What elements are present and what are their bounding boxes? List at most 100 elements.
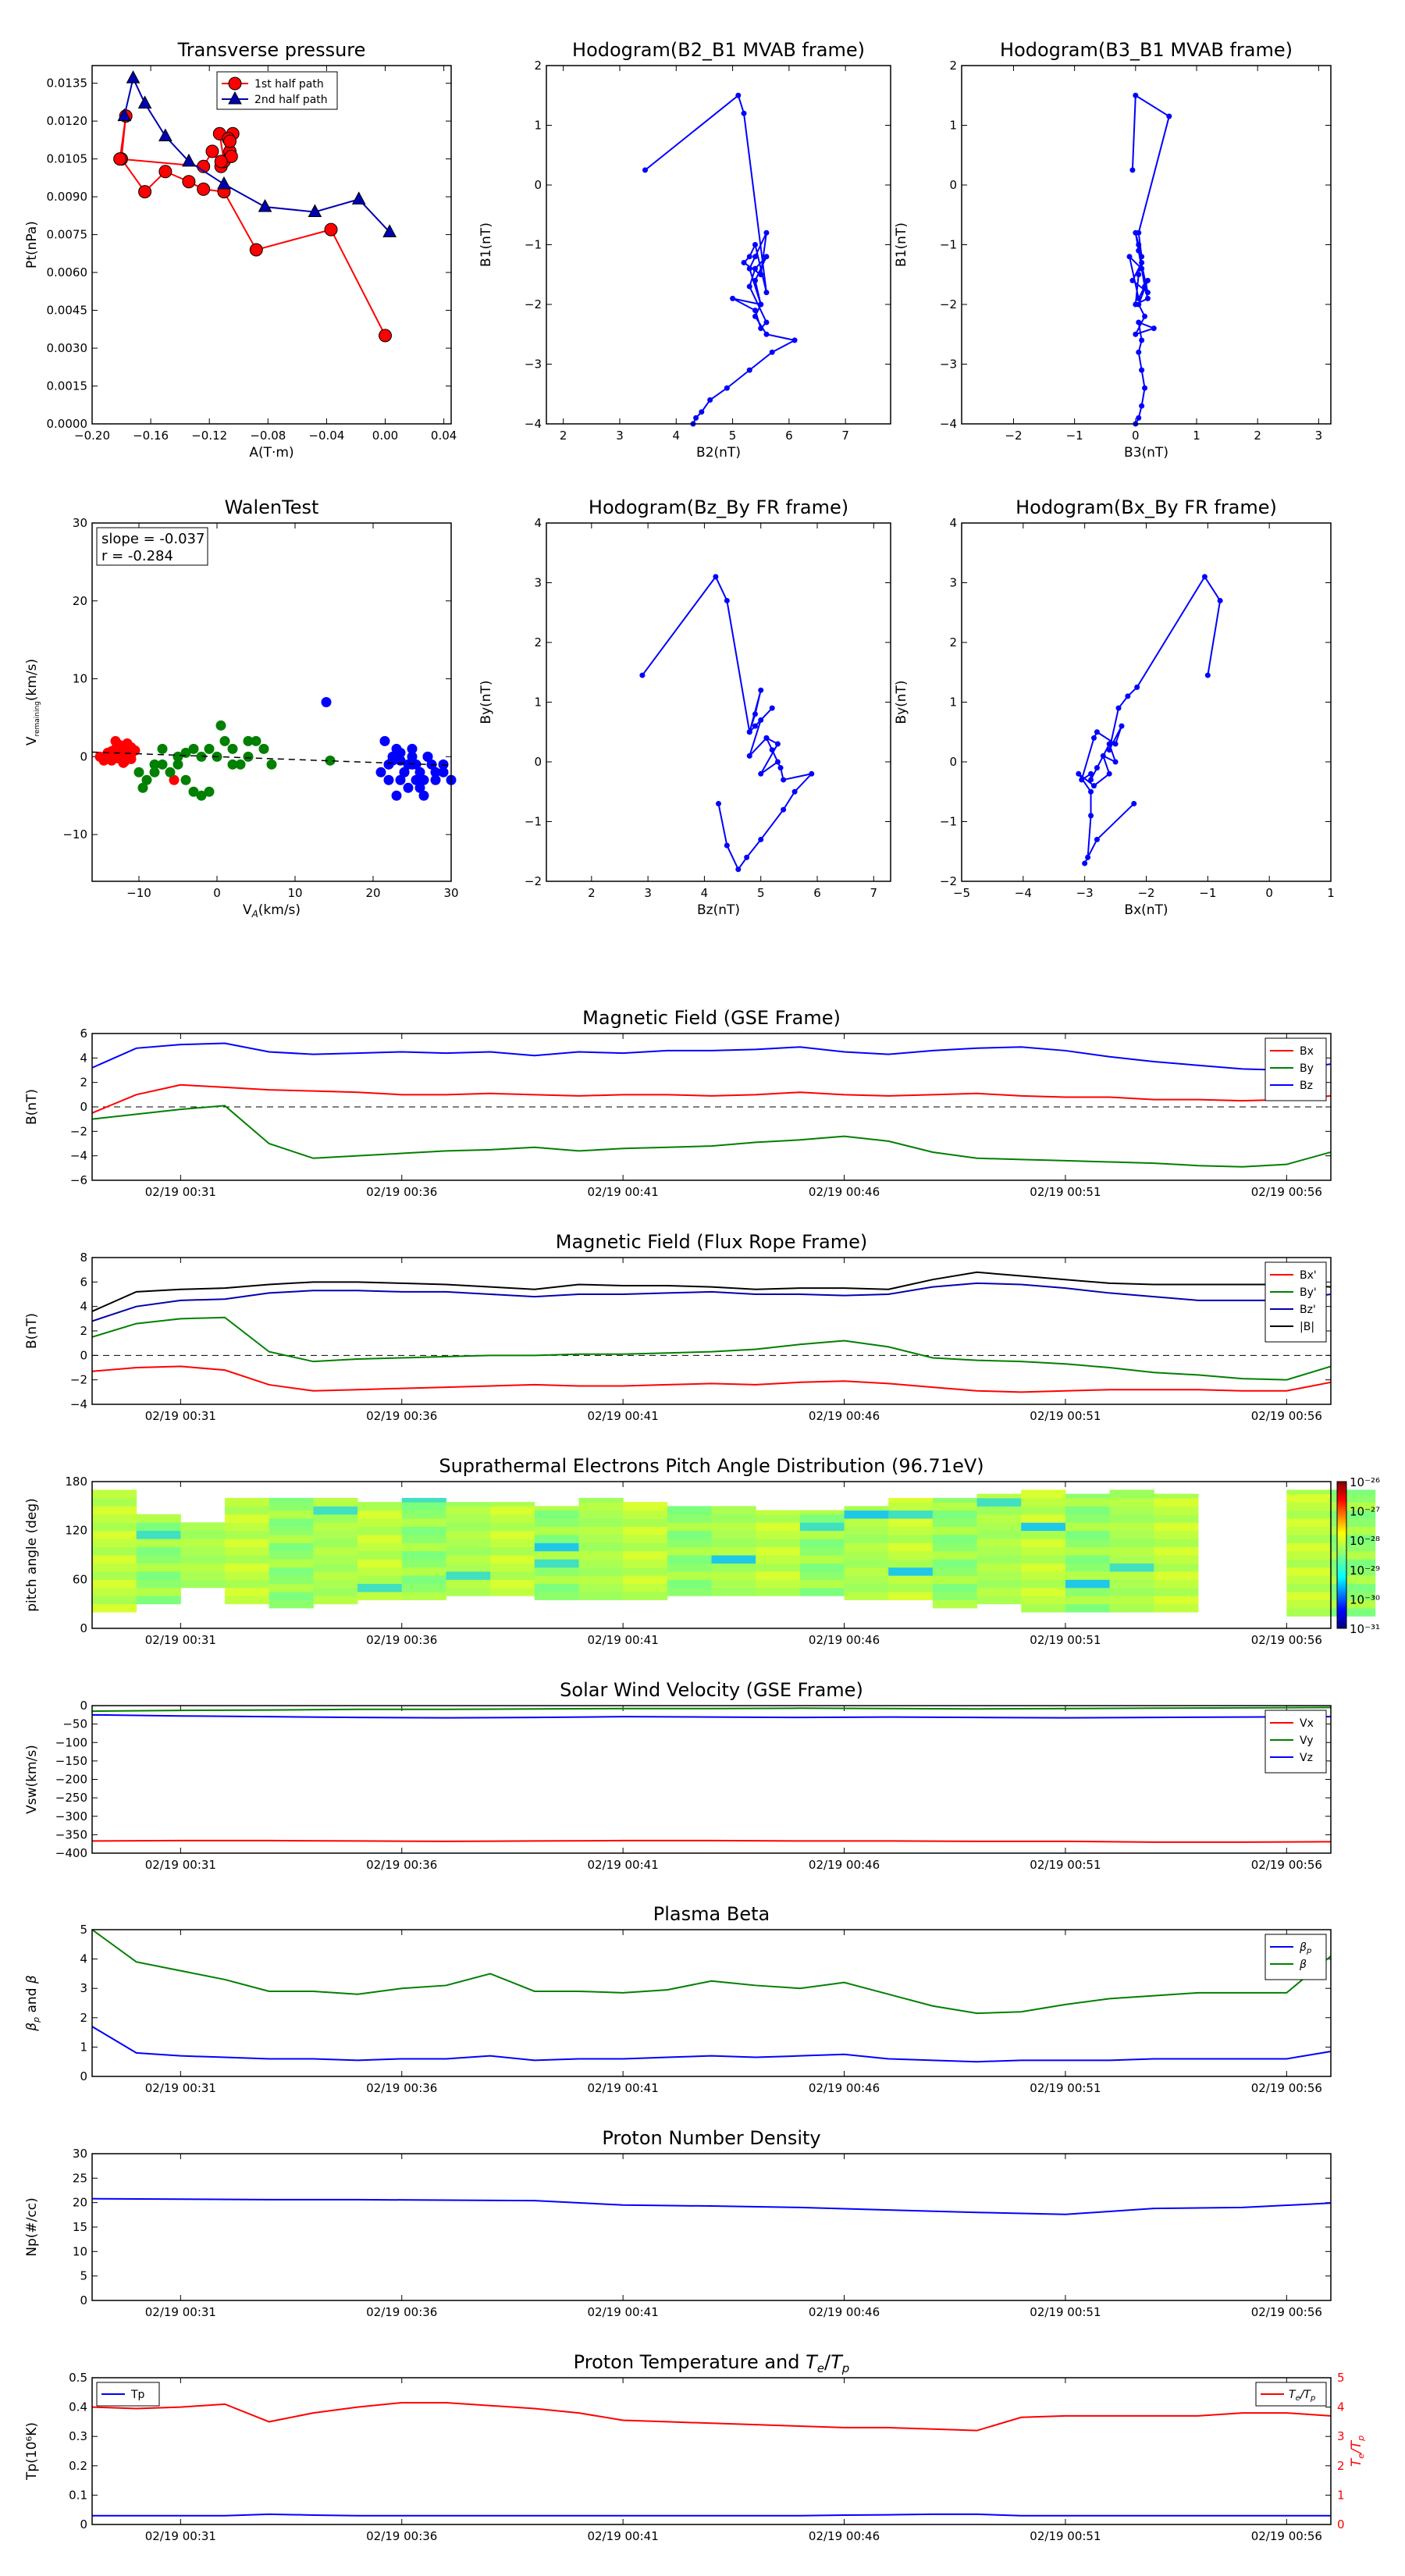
x-tick-label: 2: [588, 886, 596, 900]
chart-title: Suprathermal Electrons Pitch Angle Distr…: [439, 1455, 984, 1477]
series-line-Bz': [91, 1282, 1332, 1322]
x-tick-label: 02/19 00:46: [809, 1858, 880, 1872]
data-point: [1136, 229, 1142, 236]
data-point: [182, 175, 196, 189]
heatmap-cell: [711, 1514, 756, 1523]
x-tick-label: 4: [701, 886, 709, 900]
x-tick-label: −3: [1076, 886, 1094, 900]
x-tick-label: 02/19 00:46: [809, 2081, 880, 2095]
heatmap-cell: [357, 1502, 403, 1511]
heatmap-cell: [844, 1550, 889, 1560]
heatmap-cell: [136, 1579, 181, 1589]
heatmap-cell: [313, 1579, 358, 1589]
data-point: [1088, 788, 1094, 795]
heatmap-cell: [578, 1575, 624, 1585]
data-point: [809, 770, 815, 777]
heatmap-cell: [888, 1502, 934, 1511]
x-tick-label: 02/19 00:31: [145, 2305, 216, 2319]
data-point: [1139, 259, 1145, 265]
heatmap-cell: [225, 1546, 270, 1556]
chart-mag_fr: Magnetic Field (Flux Rope Frame) −4 −2 0 2 4 6…: [24, 1231, 1332, 1423]
series-line: [123, 76, 390, 233]
plot-frame: [91, 2377, 1332, 2525]
heatmap-cell: [357, 1542, 403, 1552]
heatmap-cell: [932, 1526, 978, 1535]
heatmap-cell: [799, 1510, 845, 1515]
heatmap-cell: [446, 1546, 491, 1556]
data-point: [137, 95, 152, 109]
series-line-Bx: [91, 1083, 1332, 1114]
y-tick-label: 120: [65, 1524, 87, 1538]
heatmap-cell: [976, 1539, 1022, 1548]
data-point: [1136, 349, 1142, 355]
heatmap-cell: [313, 1497, 358, 1507]
x-tick-label: 02/19 00:41: [588, 2305, 659, 2319]
data-point: [157, 759, 168, 770]
heatmap-cell: [1154, 1596, 1199, 1605]
data-point: [1133, 92, 1139, 98]
heatmap-cell: [756, 1522, 801, 1532]
heatmap-cell: [756, 1510, 801, 1515]
heatmap-cell: [136, 1571, 181, 1580]
heatmap-cell: [313, 1563, 358, 1572]
y-tick-label: 0: [949, 178, 957, 192]
data-point: [117, 108, 132, 122]
heatmap-cell: [1286, 1550, 1332, 1560]
data-point: [1125, 693, 1131, 699]
heatmap-cell: [1109, 1563, 1154, 1572]
x-tick-label: 02/19 00:41: [588, 2081, 659, 2095]
heatmap-cell: [976, 1587, 1022, 1596]
y-tick-label: 0.2: [69, 2459, 87, 2473]
heatmap-cell: [578, 1497, 624, 1503]
heatmap-cell: [446, 1522, 491, 1532]
data-point: [324, 222, 338, 237]
heatmap-cell: [1065, 1522, 1111, 1532]
heatmap-cell: [799, 1571, 845, 1580]
data-point: [395, 747, 406, 758]
series-line-Vy: [91, 1706, 1332, 1713]
heatmap-cell: [225, 1506, 270, 1515]
heatmap-cell: [1065, 1539, 1111, 1548]
data-point: [249, 243, 263, 257]
heatmap-cell: [446, 1502, 491, 1507]
heatmap-cell: [357, 1510, 403, 1519]
heatmap-cell: [1331, 1567, 1376, 1576]
data-point: [752, 723, 758, 729]
heatmap-cell: [799, 1530, 845, 1539]
y-tick-label: 6: [80, 1275, 87, 1289]
y-tick-label: 2: [949, 59, 957, 73]
colorbar-tick-label: 10⁻²⁸: [1350, 1534, 1380, 1548]
heatmap-cell: [1065, 1514, 1111, 1523]
heatmap-cell: [932, 1592, 978, 1600]
heatmap-cell: [1065, 1497, 1111, 1507]
data-point: [763, 229, 770, 236]
heatmap-cell: [269, 1534, 314, 1543]
y-axis-label: B1(nT): [478, 222, 494, 267]
y-tick-label: 60: [73, 1572, 87, 1586]
plot-frame: [961, 65, 1332, 425]
heatmap-cell: [711, 1563, 756, 1572]
heatmap-cell: [623, 1518, 668, 1527]
heatmap-cell: [711, 1506, 756, 1515]
heatmap-cell: [401, 1583, 446, 1592]
y-tick-label: 4: [80, 1952, 87, 1966]
y-tick-label: 0.0000: [47, 417, 88, 431]
heatmap-cell: [1065, 1563, 1111, 1572]
heatmap-cell: [578, 1510, 624, 1519]
y-tick-label: 0.0060: [47, 265, 88, 279]
heatmap-cell: [667, 1506, 712, 1515]
colorbar: [1336, 1481, 1347, 1629]
data-point: [308, 204, 322, 217]
data-point: [258, 743, 269, 754]
y-right-tick-label: 4: [1337, 2400, 1345, 2414]
data-point: [1088, 813, 1094, 819]
heatmap-cell: [1154, 1546, 1199, 1556]
x-axis-label: B2(nT): [696, 445, 741, 461]
heatmap-cell: [1021, 1579, 1066, 1589]
heatmap-cell: [667, 1522, 712, 1532]
chart-title: Proton Number Density: [602, 2127, 820, 2149]
legend-label: Vy: [1300, 1735, 1314, 1747]
data-point: [1201, 574, 1208, 580]
heatmap-cell: [976, 1563, 1022, 1572]
heatmap-cell: [401, 1518, 446, 1527]
